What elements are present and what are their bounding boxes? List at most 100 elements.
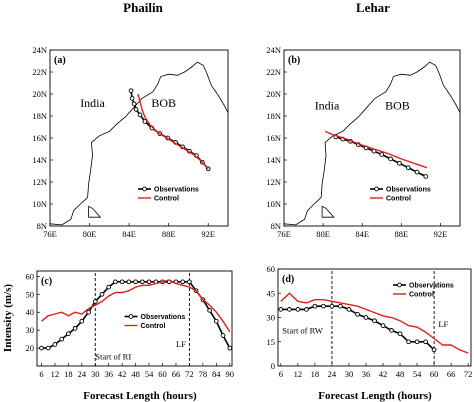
y-tick-label: 45 — [267, 288, 276, 298]
y-tick-label: 14N — [266, 155, 281, 165]
x-tick-label: 60 — [430, 369, 439, 379]
x-tick-label: 24 — [78, 369, 87, 379]
y-tick-label: 16N — [32, 133, 47, 143]
y-tick-label: 18N — [266, 111, 281, 121]
data-point — [423, 339, 428, 345]
x-tick-label: 90 — [226, 369, 235, 379]
data-point — [113, 279, 118, 285]
x-tick-label: 6 — [39, 369, 43, 379]
x-tick-label: 30 — [345, 369, 354, 379]
x-tick-label: 92E — [201, 229, 215, 239]
panels: (a) 76E 80E 84E 88E 92E 8N 10N 12N 14N 16N 18N 20N 22… — [26, 45, 473, 379]
data-point — [146, 279, 152, 285]
legend-label-control: Control — [141, 323, 166, 330]
data-point — [128, 88, 134, 94]
data-point — [414, 169, 420, 175]
y-tick-label: 8N — [37, 221, 47, 231]
x-tick-label: 76E — [43, 229, 57, 239]
x-tick-label: 92E — [434, 229, 448, 239]
x-tick-label: 80E — [83, 229, 97, 239]
data-point — [131, 101, 137, 107]
x-tick-label: 36 — [104, 369, 113, 379]
x-tick-label: 78 — [199, 369, 208, 379]
y-tick-label: 24N — [266, 45, 281, 55]
data-point — [287, 307, 292, 312]
legend-label-control: Control — [409, 292, 434, 299]
panel-label: (b) — [288, 55, 300, 66]
y-tick-label: 40 — [26, 307, 35, 317]
data-point — [119, 279, 125, 285]
column-title-lehar: Lehar — [356, 0, 390, 15]
legend-label-observations: Observations — [386, 187, 431, 194]
data-point — [139, 279, 145, 285]
data-point — [126, 279, 132, 285]
x-tick-label: 54 — [413, 369, 422, 379]
data-point — [321, 303, 326, 309]
y-tick-label: 30 — [26, 325, 35, 335]
x-tick-label: 48 — [396, 369, 405, 379]
y-tick-label: 14N — [32, 155, 47, 165]
data-point — [142, 119, 148, 124]
data-point — [379, 152, 385, 157]
chart-panel: (c) 6 12 18 24 30 36 42 48 54 60 66 72 78 84 90 20 30 40 50… — [26, 270, 235, 379]
x-tick-label: 42 — [118, 369, 127, 379]
data-point — [372, 318, 377, 324]
series-line-control — [324, 130, 428, 169]
data-point — [227, 345, 233, 351]
y-tick-label: 10N — [266, 199, 281, 209]
y-tick-label: 10N — [32, 199, 47, 209]
x-tick-label: 88E — [394, 229, 408, 239]
x-tick-label: 24 — [328, 369, 337, 379]
x-tick-label: 18 — [311, 369, 320, 379]
data-point — [59, 336, 65, 342]
y-tick-label: 20 — [26, 343, 35, 353]
x-tick-label: 76E — [277, 229, 291, 239]
y-tick-label: 16N — [266, 133, 281, 143]
data-point — [180, 279, 186, 285]
data-point — [45, 345, 51, 351]
data-point — [133, 107, 139, 112]
data-point — [397, 160, 402, 166]
data-point — [363, 315, 369, 320]
legend-label-observations: Observations — [141, 314, 186, 321]
coastline — [283, 61, 461, 226]
data-point — [355, 311, 360, 317]
y-tick-label: 30 — [267, 313, 276, 323]
chart-panel: (d) 6 12 18 24 30 36 42 48 54 60 66 72 0 15 30 45 60 Start… — [267, 264, 473, 379]
y-tick-label: 12N — [32, 177, 47, 187]
data-point — [86, 309, 91, 315]
x-tick-label: 66 — [172, 369, 181, 379]
data-point — [213, 318, 219, 324]
plot-frame — [283, 49, 461, 227]
data-point — [278, 307, 284, 312]
legend-label-control: Control — [386, 196, 411, 203]
series-line-control — [137, 93, 209, 170]
x-tick-label: 84E — [122, 229, 136, 239]
data-point — [106, 284, 112, 290]
y-tick-label: 20N — [266, 89, 281, 99]
x-tick-label: 72 — [185, 369, 194, 379]
region-label: BOB — [151, 96, 176, 110]
panel-label: (a) — [54, 55, 66, 66]
data-point — [220, 333, 226, 338]
y-tick-label: 22N — [32, 67, 47, 77]
plot-frame — [49, 49, 229, 227]
y-tick-label: 0 — [271, 361, 275, 371]
data-point — [295, 307, 301, 312]
data-point — [187, 279, 192, 285]
x-tick-label: 18 — [64, 369, 73, 379]
y-tick-label: 60 — [267, 264, 276, 274]
data-point — [66, 331, 71, 337]
coastline-island — [321, 205, 335, 218]
legend-label-observations: Observations — [154, 187, 199, 194]
x-tick-label: 48 — [131, 369, 140, 379]
data-point — [99, 291, 105, 297]
x-tick-label: 12 — [51, 369, 60, 379]
annotation: LF — [176, 339, 186, 349]
annotation: LF — [438, 319, 448, 329]
y-tick-label: 60 — [26, 271, 35, 281]
data-point — [389, 328, 394, 333]
x-tick-label: 12 — [294, 369, 303, 379]
y-tick-label: 22N — [266, 67, 281, 77]
data-point — [338, 303, 343, 309]
